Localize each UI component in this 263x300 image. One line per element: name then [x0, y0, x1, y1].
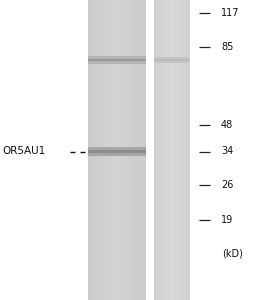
Bar [88, 56, 146, 64]
Bar [184, 0, 186, 300]
Bar [140, 0, 143, 300]
Bar [88, 0, 91, 300]
Bar [88, 150, 146, 153]
Bar [111, 0, 114, 300]
Bar [132, 0, 135, 300]
Bar [88, 59, 146, 61]
Bar [91, 0, 94, 300]
Bar [165, 0, 166, 300]
Bar [156, 0, 158, 300]
Bar [161, 0, 163, 300]
Bar [97, 0, 100, 300]
Bar [103, 0, 106, 300]
Bar [143, 0, 146, 300]
Text: 34: 34 [221, 146, 233, 157]
Bar [123, 0, 126, 300]
Bar [129, 0, 132, 300]
Text: OR5AU1: OR5AU1 [3, 146, 46, 157]
Bar [154, 0, 156, 300]
Bar [88, 147, 146, 156]
Text: 85: 85 [221, 41, 233, 52]
Bar [105, 0, 109, 300]
Text: 26: 26 [221, 179, 233, 190]
Bar [126, 0, 129, 300]
Bar [177, 0, 179, 300]
Bar [186, 0, 188, 300]
Bar [134, 0, 138, 300]
Bar [137, 0, 140, 300]
Bar [175, 0, 177, 300]
Bar [170, 0, 172, 300]
Bar [154, 59, 189, 61]
Bar [114, 0, 117, 300]
Bar [173, 0, 175, 300]
Bar [94, 0, 97, 300]
Bar [117, 0, 120, 300]
Bar [179, 0, 181, 300]
Bar [159, 0, 161, 300]
Bar [182, 0, 184, 300]
Bar [166, 0, 168, 300]
Text: 117: 117 [221, 8, 239, 18]
Text: 48: 48 [221, 119, 233, 130]
Bar [171, 0, 174, 300]
Bar [188, 0, 190, 300]
Bar [120, 0, 123, 300]
Text: 19: 19 [221, 214, 233, 225]
Bar [154, 57, 189, 63]
Bar [168, 0, 170, 300]
Text: (kD): (kD) [222, 248, 243, 259]
Bar [157, 0, 159, 300]
Bar [108, 0, 112, 300]
Bar [163, 0, 165, 300]
Bar [100, 0, 103, 300]
Bar [180, 0, 183, 300]
